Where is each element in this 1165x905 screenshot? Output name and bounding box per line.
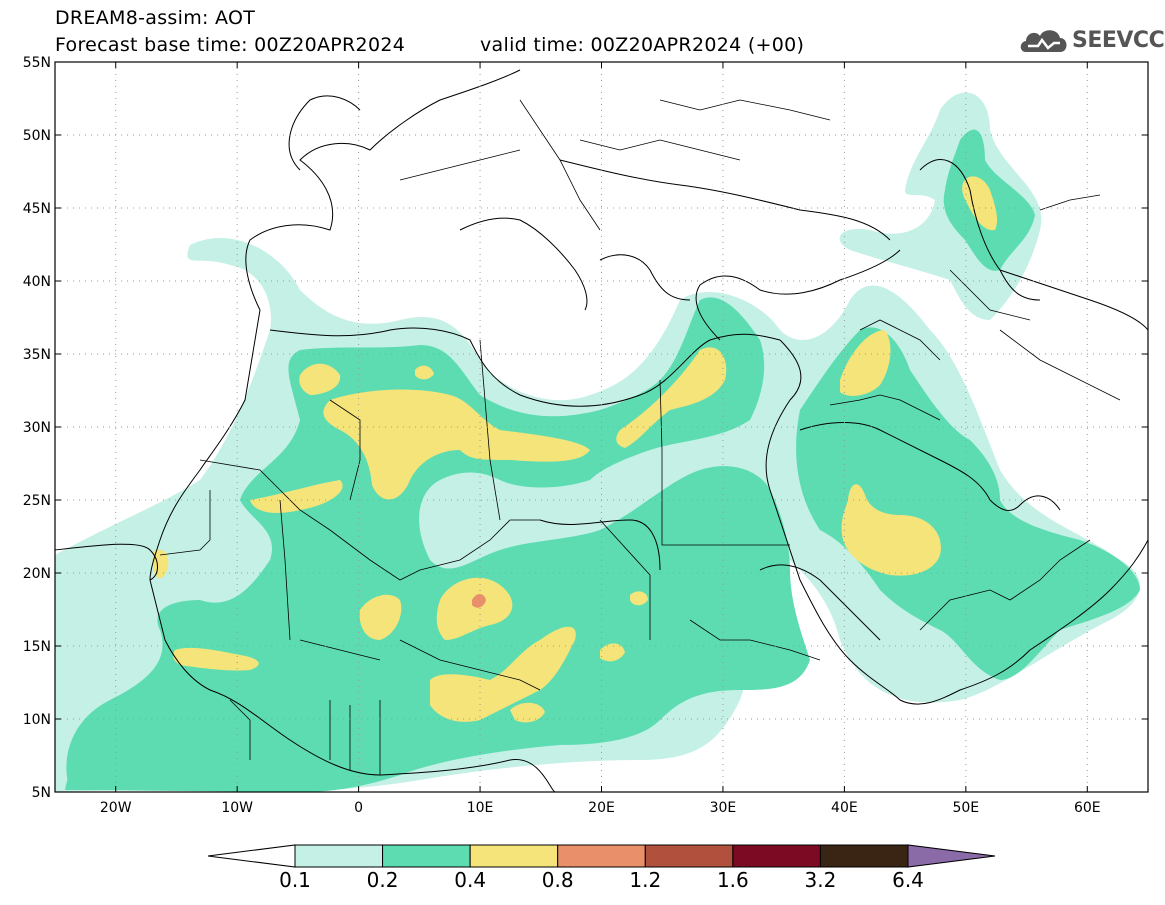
lat-label: 25N (23, 493, 51, 509)
logo-text: SEEVCCC (1072, 28, 1165, 53)
lon-label: 10E (467, 800, 494, 816)
lon-label: 40E (831, 800, 858, 816)
colorbar-below-arrow (207, 844, 296, 868)
graticule (55, 62, 1148, 792)
lon-label: 20E (588, 800, 615, 816)
lat-label: 55N (23, 55, 51, 71)
colorbar-label: 0.8 (542, 868, 574, 892)
lon-label: 20W (100, 800, 132, 816)
colorbar-box (382, 844, 471, 868)
colorbar: 0.1 0.2 0.4 0.8 1.2 1.6 3.2 6.4 (207, 844, 996, 892)
forecast-base-time: Forecast base time: 00Z20APR2024 (55, 34, 406, 56)
colorbar-box (644, 844, 734, 868)
lat-label: 5N (32, 785, 51, 801)
lat-label: 35N (23, 347, 51, 363)
colorbar-box (819, 844, 909, 868)
colorbar-label: 1.6 (717, 868, 749, 892)
colorbar-label: 6.4 (892, 868, 924, 892)
aot-field (55, 62, 1148, 792)
lon-label: 50E (952, 800, 979, 816)
lon-label: 0 (354, 800, 363, 816)
aot-band-0.8 (472, 594, 486, 608)
colorbar-label: 0.2 (367, 868, 399, 892)
lat-label: 30N (23, 420, 51, 436)
valid-time: valid time: 00Z20APR2024 (+00) (480, 34, 805, 56)
lat-label: 40N (23, 274, 51, 290)
seevccc-logo: SEEVCCC (1018, 24, 1165, 60)
colorbar-box (732, 844, 821, 868)
lat-label: 45N (23, 201, 51, 217)
lat-label: 20N (23, 566, 51, 582)
colorbar-label: 1.2 (629, 868, 661, 892)
lon-label: 10W (221, 800, 253, 816)
colorbar-label: 0.4 (454, 868, 486, 892)
aot-band-0.4 (152, 176, 998, 723)
colorbar-label: 3.2 (805, 868, 837, 892)
map-title: DREAM8-assim: AOT (55, 7, 256, 29)
lat-label: 15N (23, 639, 51, 655)
axis-ticks (55, 61, 1148, 793)
colorbar-above-arrow (907, 844, 996, 868)
lon-label: 60E (1074, 800, 1101, 816)
colorbar-box (469, 844, 559, 868)
longitude-labels: 20W 10W 0 10E 20E 30E 40E 50E 60E (100, 800, 1101, 816)
colorbar-box (294, 844, 384, 868)
cloud-icon (1020, 30, 1067, 52)
colorbar-label: 0.1 (279, 868, 311, 892)
colorbar-labels: 0.1 0.2 0.4 0.8 1.2 1.6 3.2 6.4 (279, 868, 924, 892)
latitude-labels: 55N 50N 45N 40N 35N 30N 25N 20N 15N 10N 5N (23, 55, 51, 801)
lat-label: 50N (23, 128, 51, 144)
lon-label: 30E (710, 800, 737, 816)
colorbar-boxes (294, 844, 909, 868)
coastlines (55, 69, 1148, 792)
country-borders (159, 99, 1121, 775)
lat-label: 10N (23, 712, 51, 728)
colorbar-box (557, 844, 646, 868)
